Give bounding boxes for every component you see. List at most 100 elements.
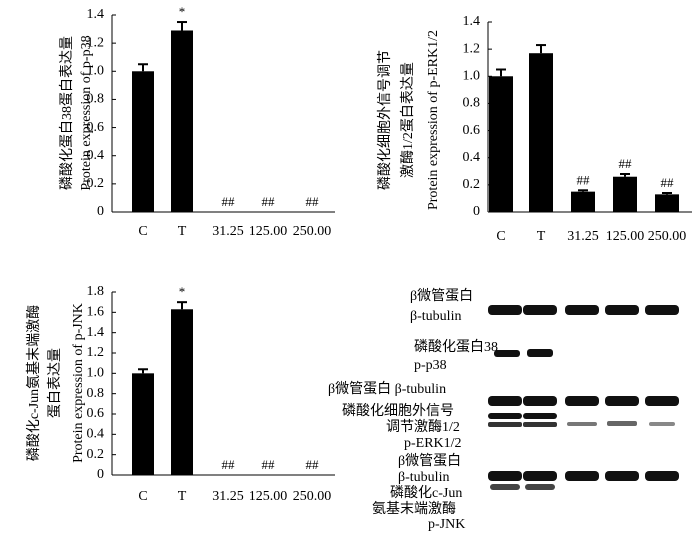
band: [605, 396, 639, 406]
band: [488, 396, 522, 406]
blot-label: β微管蛋白: [410, 288, 473, 304]
y-tick-label: 0: [97, 467, 104, 482]
x-tick-label: 125.00: [249, 224, 288, 239]
x-tick-label: 250.00: [293, 489, 332, 504]
band: [525, 484, 555, 490]
band: [523, 305, 557, 315]
significance-marker: ##: [262, 194, 276, 209]
bar: [613, 176, 637, 212]
y-tick-label: 0.8: [87, 386, 105, 401]
y-tick-label: 1.4: [87, 7, 105, 22]
y-tick-label: 0.8: [463, 96, 481, 111]
y-tick-label: 0.4: [463, 150, 481, 165]
significance-marker: ##: [262, 457, 276, 472]
y-tick-label: 0.6: [87, 120, 105, 135]
y-tick-label: 1.8: [87, 284, 105, 299]
y-tick-label: 0.2: [463, 177, 481, 192]
band: [488, 413, 522, 419]
x-tick-label: 125.00: [606, 229, 645, 244]
y-axis-label: 蛋白表达量: [47, 348, 63, 418]
blot-label: 磷酸化细胞外信号: [342, 403, 454, 419]
x-tick-label: 31.25: [212, 489, 244, 504]
blot-label: β微管蛋白: [398, 453, 461, 469]
band: [490, 484, 520, 490]
y-tick-label: 1.2: [463, 41, 481, 56]
blot-label: p-p38: [414, 358, 447, 373]
y-tick-label: 0: [473, 204, 480, 219]
y-axis-label: 激酶1/2蛋白表达量: [399, 62, 416, 178]
y-tick-label: 0.4: [87, 148, 105, 163]
bar: [132, 373, 154, 475]
y-tick-label: 0.8: [87, 92, 105, 107]
y-tick-label: 1.2: [87, 35, 105, 50]
band: [605, 471, 639, 481]
band: [645, 305, 679, 315]
x-tick-label: 250.00: [293, 224, 332, 239]
bar: [489, 76, 513, 213]
y-tick-label: 0.6: [87, 406, 105, 421]
blot-label: 磷酸化c-Jun: [390, 485, 462, 501]
y-tick-label: 1.0: [463, 69, 481, 84]
y-tick-label: 1.4: [87, 325, 105, 340]
x-tick-label: 31.25: [567, 229, 599, 244]
y-tick-label: 0.6: [463, 123, 481, 138]
band: [494, 350, 520, 357]
significance-marker: ##: [306, 457, 320, 472]
x-tick-label: 31.25: [212, 224, 244, 239]
bar: [171, 309, 193, 475]
x-tick-label: 250.00: [648, 229, 687, 244]
band: [605, 305, 639, 315]
band: [567, 422, 597, 426]
y-axis-label: 磷酸化蛋白38蛋白表达量: [59, 36, 75, 190]
blot-label: 调节激酶1/2: [386, 418, 460, 435]
y-tick-label: 1.6: [87, 305, 105, 320]
significance-marker: ##: [661, 175, 675, 190]
significance-marker: ##: [577, 172, 591, 187]
band: [645, 396, 679, 406]
y-axis-label: Protein expression of p-JNK: [71, 303, 86, 463]
y-tick-label: 1.4: [463, 14, 481, 29]
band: [523, 413, 557, 419]
y-tick-label: 0: [97, 204, 104, 219]
band: [523, 471, 557, 481]
band: [565, 471, 599, 481]
bar: [132, 71, 154, 213]
western-blot: [488, 305, 679, 490]
band: [607, 421, 637, 426]
band: [527, 349, 553, 357]
blot-label: 磷酸化蛋白38: [414, 339, 498, 355]
blot-label: β-tubulin: [398, 470, 449, 485]
band: [565, 305, 599, 315]
y-tick-label: 1.0: [87, 366, 105, 381]
bar: [655, 194, 679, 212]
band: [488, 422, 522, 427]
x-tick-label: 125.00: [249, 489, 288, 504]
bar: [171, 30, 193, 212]
blot-label: 氨基末端激酶: [372, 500, 456, 517]
y-tick-label: 1.2: [87, 345, 105, 360]
y-axis-label: Protein expression of p-p38: [79, 35, 94, 190]
x-tick-label: C: [138, 224, 147, 239]
blot-label: β-tubulin: [410, 309, 461, 324]
y-axis-label: 磷酸化细胞外信号调节: [377, 50, 393, 190]
x-tick-label: T: [178, 224, 187, 239]
y-tick-label: 1.0: [87, 64, 105, 79]
y-tick-label: 0.2: [87, 176, 105, 191]
x-tick-label: T: [178, 489, 187, 504]
y-tick-label: 0.2: [87, 447, 105, 462]
x-tick-label: C: [496, 229, 505, 244]
band: [645, 471, 679, 481]
band: [565, 396, 599, 406]
bar: [571, 191, 595, 212]
significance-marker: ##: [222, 457, 236, 472]
blot-label: p-ERK1/2: [404, 436, 462, 451]
significance-marker: *: [179, 284, 186, 299]
significance-marker: ##: [306, 194, 320, 209]
band: [649, 422, 675, 426]
band: [488, 471, 522, 481]
blot-label: β微管蛋白 β-tubulin: [328, 381, 446, 397]
band: [523, 396, 557, 406]
y-axis-label: 磷酸化c-Jun氨基末端激酶: [25, 305, 42, 461]
significance-marker: ##: [222, 194, 236, 209]
